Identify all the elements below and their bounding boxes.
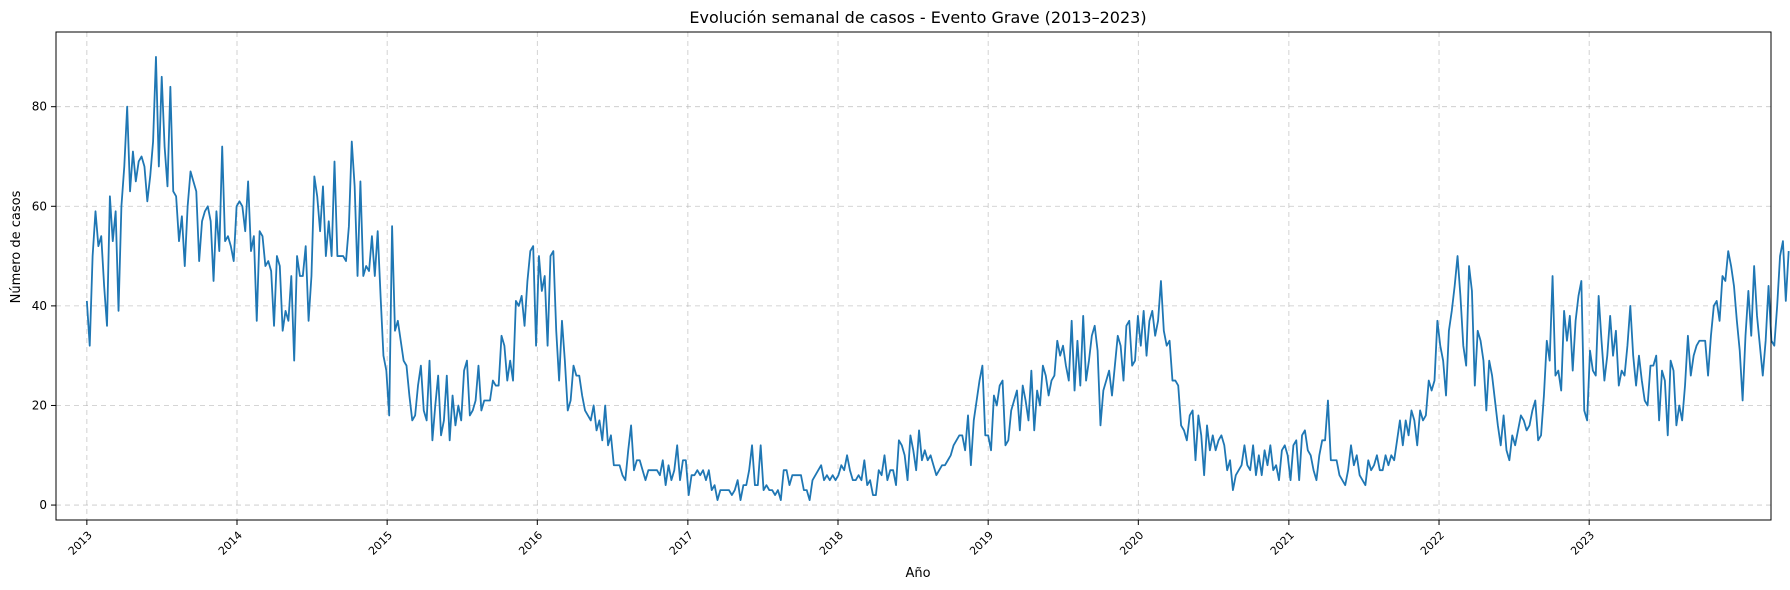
y-tick-label: 80 xyxy=(32,100,47,114)
x-tick-label: 2019 xyxy=(967,529,996,558)
x-tick-label: 2018 xyxy=(817,529,846,558)
x-tick-label: 2020 xyxy=(1117,529,1146,558)
y-tick-label: 0 xyxy=(39,498,47,512)
x-tick-label: 2017 xyxy=(667,529,696,558)
x-tick-label: 2014 xyxy=(216,529,245,558)
x-tick-label: 2023 xyxy=(1568,529,1597,558)
y-tick-label: 60 xyxy=(32,199,47,213)
x-tick-label: 2021 xyxy=(1268,529,1297,558)
grid-lines xyxy=(56,32,1771,520)
y-axis-label: Número de casos xyxy=(9,190,24,303)
x-tick-label: 2016 xyxy=(516,529,545,558)
chart-title: Evolución semanal de casos - Evento Grav… xyxy=(689,8,1146,27)
y-tick-label: 40 xyxy=(32,299,47,313)
axis-ticks: 0 20 40 60 80 2013 2014 2015 2016 2017 2018 2019 202… xyxy=(32,100,1597,558)
series-layer xyxy=(85,56,1790,501)
x-tick-label: 2022 xyxy=(1418,529,1447,558)
y-tick-label: 20 xyxy=(32,398,47,412)
x-axis-label: Año xyxy=(905,566,930,581)
x-tick-label: 2015 xyxy=(366,529,395,558)
plot-frame xyxy=(55,31,1772,521)
x-tick-label: 2013 xyxy=(66,529,95,558)
series-line xyxy=(85,56,1790,501)
